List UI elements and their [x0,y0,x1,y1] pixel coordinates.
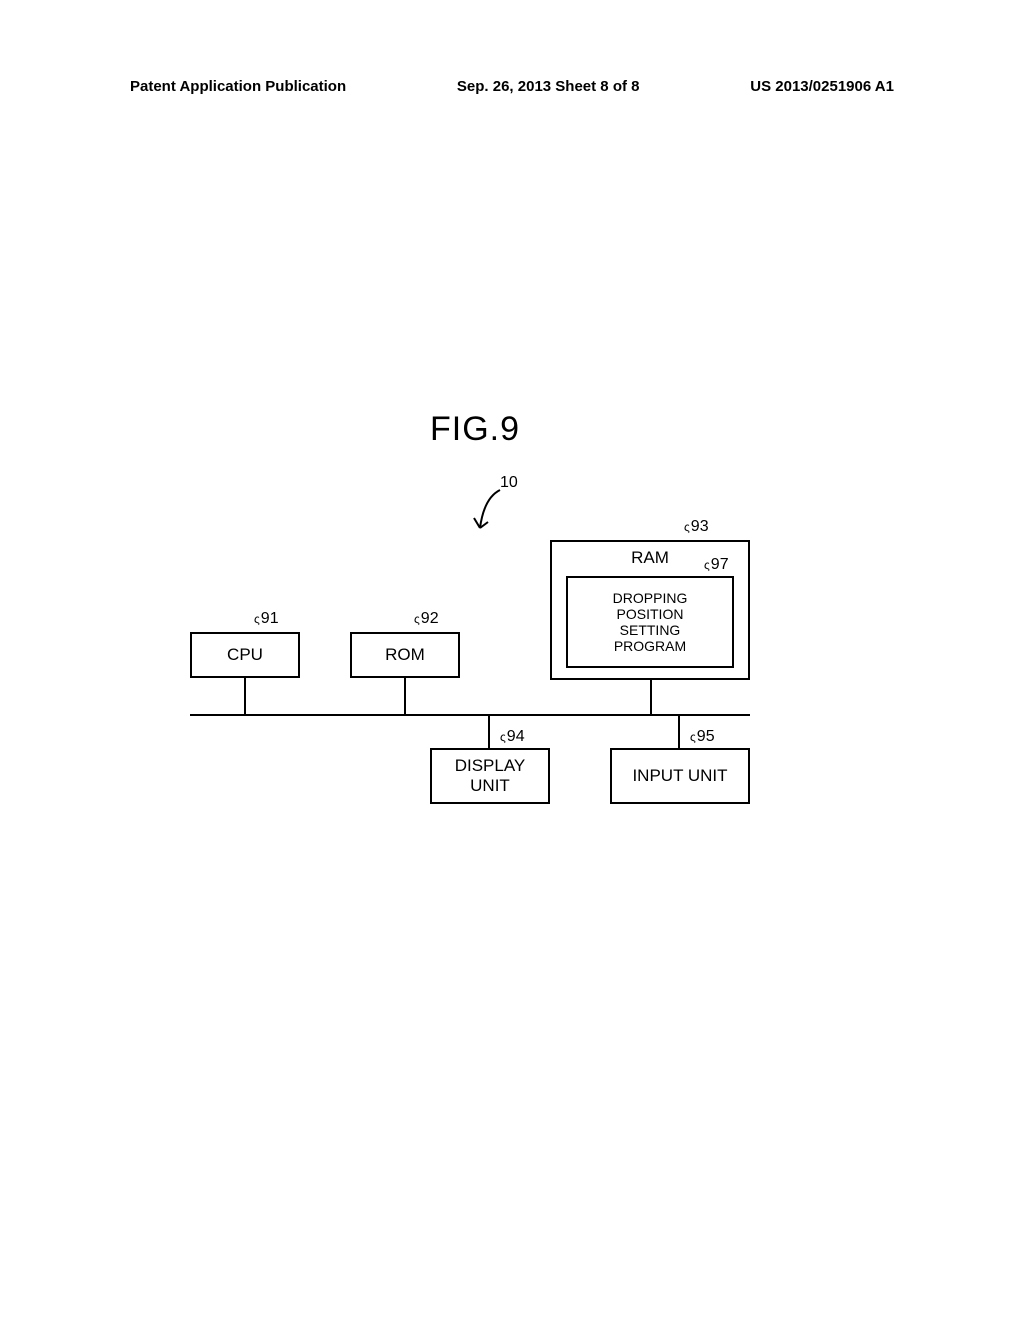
figure-9: FIG.9 10 ς91 CPU ς92 ROM ς93 RAM ς97 DRO… [150,370,874,890]
ref-94: ς94 [500,728,525,746]
stub-ram [650,680,652,714]
rom-block: ROM [350,632,460,678]
ref-92: ς92 [414,610,439,628]
ref-91: ς91 [254,610,279,628]
stub-cpu [244,678,246,714]
bus-line [190,714,750,716]
header-right: US 2013/0251906 A1 [750,78,894,95]
stub-input [678,714,680,748]
display-unit-label: DISPLAY UNIT [455,756,526,795]
display-unit-block: DISPLAY UNIT [430,748,550,804]
figure-title: FIG.9 [430,410,520,449]
program-block: DROPPING POSITION SETTING PROGRAM [566,576,734,668]
ref-97: ς97 [704,556,729,574]
cpu-block: CPU [190,632,300,678]
header-left: Patent Application Publication [130,78,346,95]
arrow-to-diagram-icon [470,488,510,540]
program-label: DROPPING POSITION SETTING PROGRAM [613,590,688,654]
ref-93: ς93 [684,518,709,536]
stub-display [488,714,490,748]
ram-label: RAM [631,548,669,568]
ref-95: ς95 [690,728,715,746]
header-center: Sep. 26, 2013 Sheet 8 of 8 [457,78,640,95]
page-header: Patent Application Publication Sep. 26, … [0,78,1024,95]
input-unit-block: INPUT UNIT [610,748,750,804]
stub-rom [404,678,406,714]
